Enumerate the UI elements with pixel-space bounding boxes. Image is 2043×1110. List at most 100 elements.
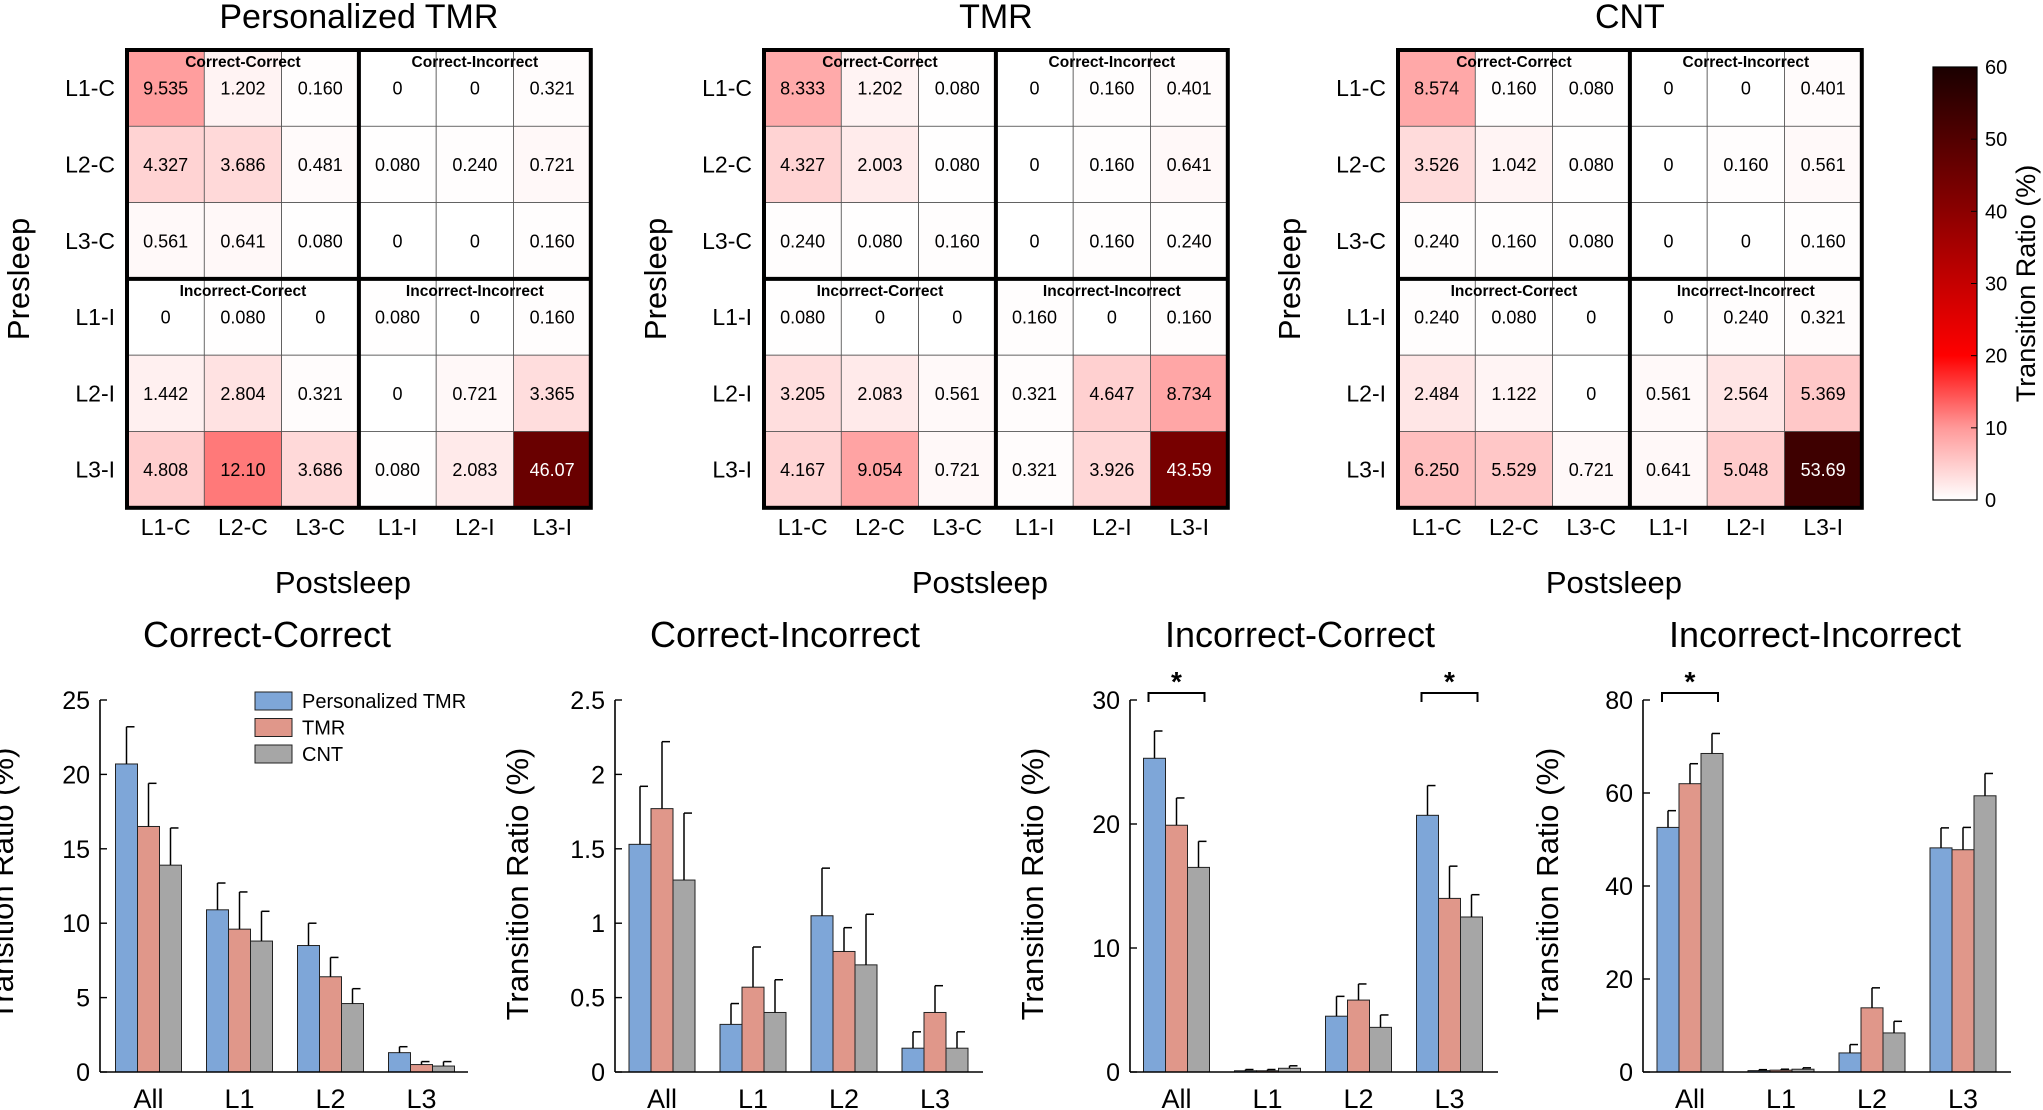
heatmap-cell-value: 0 (1030, 79, 1040, 99)
heatmap-cell-value: 0.721 (1569, 460, 1614, 480)
bar-chart-title: Correct-Correct (143, 614, 391, 655)
heatmap-cell-value: 2.083 (452, 460, 497, 480)
heatmap-cell-value: 0 (470, 308, 480, 328)
y-tick-label: 40 (1605, 873, 1633, 901)
y-tick-label: 2.5 (570, 687, 605, 715)
bar-y-axis-label: Transition Ratio (%) (500, 748, 535, 1021)
bar (115, 763, 138, 1073)
heatmap-cell-value: 0.160 (935, 231, 980, 251)
heatmap-cell-value: 0.561 (935, 384, 980, 404)
quadrant-label: Correct-Incorrect (1049, 54, 1176, 71)
heatmap-cell-value: 9.054 (857, 460, 902, 480)
heatmap-cell-value: 2.484 (1414, 384, 1459, 404)
row-tick-label: L2-C (1336, 151, 1386, 177)
quadrant-label: Correct-Correct (822, 54, 937, 71)
heatmap-cell-value: 0.160 (1723, 155, 1768, 175)
heatmap-cell-value: 0.080 (375, 155, 420, 175)
heatmap-cell-value: 0.240 (780, 231, 825, 251)
heatmap-cell (1072, 125, 1151, 204)
heatmap-x-axis-label: Postsleep (1546, 565, 1682, 600)
colorbar-ramp (1932, 66, 1978, 501)
bar-y-axis-label: Transition Ratio (%) (1015, 748, 1050, 1021)
heatmap-cell-value: 5.529 (1491, 460, 1536, 480)
y-tick-label: 80 (1605, 687, 1633, 715)
heatmap-cell (1784, 202, 1863, 280)
heatmap-cell-value: 0.080 (935, 79, 980, 99)
heatmap-cell-value: 2.083 (857, 384, 902, 404)
x-tick-label: L2 (1343, 1084, 1373, 1110)
heatmap-cell-value: 0.080 (298, 231, 343, 251)
heatmap-cell-value: 0.401 (1167, 79, 1212, 99)
heatmap-cell (763, 431, 842, 509)
heatmap-cell (203, 49, 283, 127)
bar-chart-4: All L1 L2 L3 0 20 40 60 80 Incorrect-Incorrect Tra… (1530, 614, 2011, 1110)
bar (1973, 795, 1997, 1073)
heatmap-cell-value: 1.122 (1491, 384, 1536, 404)
heatmap-cell (763, 125, 842, 204)
heatmap-cell (1072, 431, 1151, 509)
row-tick-label: L1-C (1336, 75, 1386, 101)
heatmap-cell-value: 0.080 (1569, 79, 1614, 99)
x-tick-label: L2 (829, 1084, 859, 1110)
col-tick-label: L3-I (532, 514, 572, 540)
heatmap-cell (513, 125, 592, 204)
heatmap-cell-value: 0.321 (1012, 384, 1057, 404)
x-tick-label: L1 (1766, 1084, 1796, 1110)
legend-label: Personalized TMR (302, 691, 466, 713)
heatmap-cell-value: 0 (1030, 231, 1040, 251)
heatmap-cell (1072, 354, 1151, 432)
bar-y-axis-label: Transition Ratio (%) (0, 748, 20, 1021)
heatmap-cell-value: 0.160 (530, 231, 575, 251)
heatmap-cell (513, 202, 592, 280)
heatmap-cell-value: 0.481 (298, 155, 343, 175)
heatmap-cell-value: 46.07 (530, 460, 575, 480)
heatmap-cell (840, 49, 919, 127)
heatmap-cell-value: 0.321 (530, 79, 575, 99)
bar (341, 1003, 364, 1073)
bar (1165, 824, 1188, 1073)
bar (1838, 1052, 1862, 1073)
heatmap-cell-value: 0 (1741, 231, 1751, 251)
heatmap-2: 8.333 1.202 0.080 0 0.160 0.401 4.327 2.003 0.08… (638, 0, 1230, 600)
row-tick-label: L2-I (712, 380, 752, 406)
heatmap-cell (1706, 202, 1785, 280)
bar (923, 1011, 947, 1073)
heatmap-y-axis-label: Presleep (1, 218, 36, 340)
y-tick-label: 60 (1605, 780, 1633, 808)
heatmap-cell-value: 8.574 (1414, 79, 1459, 99)
colorbar-tick-label: 30 (1985, 274, 2007, 296)
bar-chart-2: All L1 L2 L3 0 0.5 1 1.5 2 2.5 Correct-Incorrect Tr… (500, 614, 983, 1110)
col-tick-label: L1-C (1412, 514, 1462, 540)
bar (228, 928, 251, 1073)
bar (854, 964, 878, 1073)
heatmap-cell (435, 49, 514, 127)
col-tick-label: L2-I (1092, 514, 1132, 540)
quadrant-label: Incorrect-Correct (180, 283, 307, 300)
heatmap-cell-value: 0.080 (780, 308, 825, 328)
heatmap-cell (918, 431, 997, 509)
quadrant-label: Correct-Incorrect (1683, 54, 1810, 71)
heatmap-3: 8.574 0.160 0.080 0 0 0.401 3.526 1.042 0.080 0 0.… (1272, 0, 1864, 600)
quadrant-label: Incorrect-Incorrect (1043, 283, 1181, 300)
heatmap-cell-value: 0.240 (452, 155, 497, 175)
heatmap-title: CNT (1595, 0, 1665, 36)
bar (1460, 916, 1483, 1073)
heatmap-cell (1397, 354, 1476, 432)
heatmap-cell-value: 0.160 (1089, 231, 1134, 251)
significance-star: * (1171, 666, 1182, 697)
col-tick-label: L2-C (1489, 514, 1539, 540)
col-tick-label: L2-C (218, 514, 268, 540)
x-tick-label: L3 (406, 1084, 436, 1110)
x-tick-label: L1 (224, 1084, 254, 1110)
quadrant-label: Incorrect-Correct (817, 283, 944, 300)
heatmap-cell (126, 202, 205, 280)
bar (763, 1011, 787, 1073)
legend-label: TMR (302, 718, 345, 740)
x-tick-label: All (1161, 1084, 1191, 1110)
legend-label: CNT (302, 744, 343, 766)
x-tick-label: All (133, 1084, 163, 1110)
bar (297, 945, 320, 1073)
heatmap-cell-value: 2.804 (220, 384, 265, 404)
bar-chart-1: All L1 L2 L3 0 5 10 15 20 25 Correct-Correct Transi… (0, 614, 468, 1110)
heatmap-cell-value: 0 (1664, 155, 1674, 175)
